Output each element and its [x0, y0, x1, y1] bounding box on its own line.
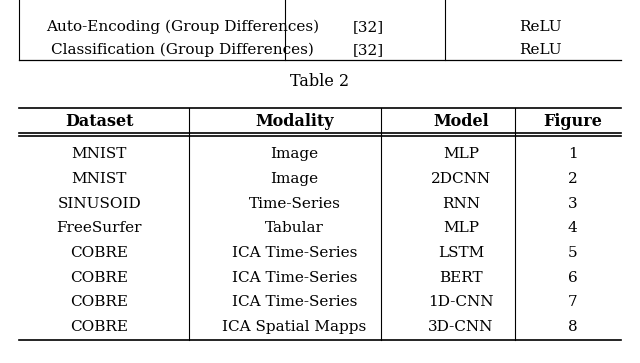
Text: Image: Image [270, 147, 319, 161]
Text: LSTM: LSTM [438, 246, 484, 260]
Text: SINUSOID: SINUSOID [58, 197, 141, 211]
Text: Table 2: Table 2 [291, 73, 349, 90]
Text: 1: 1 [568, 147, 578, 161]
Text: RNN: RNN [442, 197, 480, 211]
Text: MLP: MLP [443, 147, 479, 161]
Text: Dataset: Dataset [65, 114, 134, 130]
Text: FreeSurfer: FreeSurfer [56, 221, 142, 235]
Text: BERT: BERT [439, 271, 483, 285]
Text: 2DCNN: 2DCNN [431, 172, 491, 186]
Text: MNIST: MNIST [72, 172, 127, 186]
Text: Classification (Group Differences): Classification (Group Differences) [51, 43, 314, 57]
Text: 5: 5 [568, 246, 578, 260]
Text: COBRE: COBRE [70, 271, 128, 285]
Text: Auto-Encoding (Group Differences): Auto-Encoding (Group Differences) [46, 20, 319, 34]
Text: 3D-CNN: 3D-CNN [428, 320, 493, 334]
Text: 3: 3 [568, 197, 578, 211]
Text: COBRE: COBRE [70, 295, 128, 309]
Text: ICA Time-Series: ICA Time-Series [232, 246, 357, 260]
Text: 4: 4 [568, 221, 578, 235]
Text: ICA Time-Series: ICA Time-Series [232, 271, 357, 285]
Text: MLP: MLP [443, 221, 479, 235]
Text: Image: Image [270, 172, 319, 186]
Text: 7: 7 [568, 295, 578, 309]
Text: Tabular: Tabular [265, 221, 324, 235]
Text: ReLU: ReLU [520, 20, 562, 34]
Text: ReLU: ReLU [520, 43, 562, 57]
Text: Time-Series: Time-Series [248, 197, 340, 211]
Text: Modality: Modality [255, 114, 333, 130]
Text: MNIST: MNIST [72, 147, 127, 161]
Text: COBRE: COBRE [70, 246, 128, 260]
Text: ICA Time-Series: ICA Time-Series [232, 295, 357, 309]
Text: 1D-CNN: 1D-CNN [428, 295, 493, 309]
Text: 8: 8 [568, 320, 578, 334]
Text: [32]: [32] [353, 20, 383, 34]
Text: Model: Model [433, 114, 488, 130]
Text: 6: 6 [568, 271, 578, 285]
Text: COBRE: COBRE [70, 320, 128, 334]
Text: 2: 2 [568, 172, 578, 186]
Text: ICA Spatial Mapps: ICA Spatial Mapps [222, 320, 367, 334]
Text: Figure: Figure [543, 114, 602, 130]
Text: [32]: [32] [353, 43, 383, 57]
